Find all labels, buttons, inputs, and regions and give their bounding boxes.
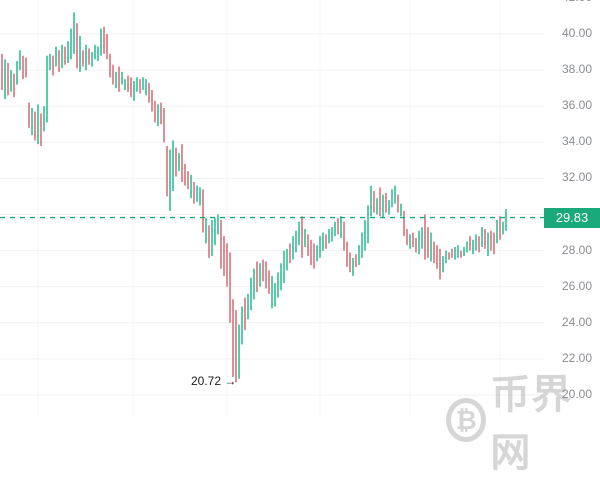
low-price-value: 20.72 <box>191 374 222 388</box>
y-tick-label: 26.00 <box>561 278 592 293</box>
grid-lines <box>0 0 545 417</box>
watermark: ₿ 币界网 <box>446 362 600 478</box>
current-price-badge: 29.83 <box>544 207 600 228</box>
y-tick-label: 20.00 <box>561 387 592 401</box>
y-tick-label: 22.00 <box>561 350 592 365</box>
y-tick-label: 38.00 <box>561 62 592 77</box>
low-price-annotation: 20.72 → <box>191 374 236 388</box>
y-tick-label: 40.00 <box>561 26 592 40</box>
y-tick-label: 28.00 <box>561 242 592 257</box>
y-tick-label: 42.00 <box>542 0 592 4</box>
arrow-right-icon: → <box>224 374 237 388</box>
ohlc-chart[interactable] <box>0 0 600 417</box>
y-tick-label: 32.00 <box>561 170 592 185</box>
y-tick-label: 36.00 <box>561 98 592 113</box>
bitcoin-logo-icon: ₿ <box>446 398 487 442</box>
y-tick-label: 34.00 <box>561 134 592 149</box>
watermark-text: 币界网 <box>490 372 573 476</box>
price-bars <box>1 12 507 383</box>
y-tick-label: 24.00 <box>561 314 592 329</box>
